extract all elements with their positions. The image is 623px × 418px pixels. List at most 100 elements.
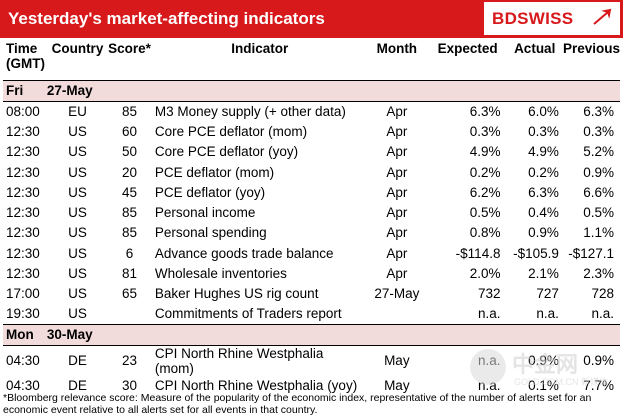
table-body: Fri 27-May 08:00 EU 85 M3 Money supply (+ oth… xyxy=(3,79,620,396)
cell-indicator: Core PCE deflator (mom) xyxy=(154,123,308,139)
cell-country: DE xyxy=(68,378,87,394)
cell-country: US xyxy=(68,184,87,200)
cell-expected: 0.3% xyxy=(469,123,501,139)
cell-month: Apr xyxy=(386,103,408,119)
table-row: 12:30 US 81 Wholesale inventories Apr 2.0% 2.1… xyxy=(3,263,620,283)
cell-score: 85 xyxy=(121,103,137,119)
cell-score: 81 xyxy=(121,266,137,282)
day-name: Fri xyxy=(3,79,47,102)
cell-indicator: Advance goods trade balance xyxy=(154,245,334,261)
cell-country: US xyxy=(68,225,87,241)
table-row: 12:30 US 50 Core PCE deflator (yoy) Apr 4.9% 4… xyxy=(3,142,620,162)
cell-time: 17:00 xyxy=(6,286,40,302)
cell-actual: 2.1% xyxy=(528,266,559,282)
cell-previous: 1.1% xyxy=(583,225,614,241)
cell-month: Apr xyxy=(386,144,408,160)
cell-score: 6 xyxy=(125,245,134,261)
cell-actual: -$105.9 xyxy=(513,245,559,261)
col-header-actual: Actual xyxy=(514,41,556,56)
cell-score: 23 xyxy=(121,353,137,369)
cell-indicator: Personal income xyxy=(154,205,256,221)
cell-previous: 6.3% xyxy=(583,103,614,119)
cell-score: 85 xyxy=(121,205,137,221)
title-bar: Yesterday's market-affecting indicators … xyxy=(0,0,623,38)
cell-country: DE xyxy=(68,353,87,369)
cell-expected: 4.9% xyxy=(469,144,501,160)
cell-actual: 0.2% xyxy=(528,164,559,180)
cell-previous: -$127.1 xyxy=(568,245,614,261)
cell-previous: 2.3% xyxy=(583,266,614,282)
cell-previous: 0.5% xyxy=(583,205,614,221)
cell-month: Apr xyxy=(386,123,408,139)
cell-score xyxy=(108,304,151,324)
cell-month xyxy=(365,304,429,324)
cell-actual: 0.4% xyxy=(528,205,559,221)
cell-indicator: PCE deflator (mom) xyxy=(154,164,275,180)
cell-month: Apr xyxy=(386,245,408,261)
cell-indicator: CPI North Rhine Westphalia (yoy) xyxy=(154,378,358,394)
table-row: 12:30 US 45 PCE deflator (yoy) Apr 6.2% 6.3% 6.… xyxy=(3,182,620,202)
cell-expected: -$114.8 xyxy=(455,245,501,261)
cell-month: Apr xyxy=(386,225,408,241)
cell-score: 20 xyxy=(121,164,137,180)
cell-score: 45 xyxy=(121,184,137,200)
cell-previous: 0.3% xyxy=(583,123,614,139)
cell-actual: 0.3% xyxy=(528,123,559,139)
cell-actual: 0.1% xyxy=(528,378,559,394)
watermark-text: 中金网 xyxy=(512,352,579,377)
cell-time: 12:30 xyxy=(6,225,40,241)
col-header-time: Time (GMT) xyxy=(6,41,45,71)
cell-actual: 0.9% xyxy=(528,353,559,369)
table-row: 12:30 US 85 Personal spending Apr 0.8% 0.9% 1.1… xyxy=(3,223,620,243)
cell-previous: 0.9% xyxy=(583,353,614,369)
cell-indicator: PCE deflator (yoy) xyxy=(154,184,266,200)
cell-expected: 6.2% xyxy=(469,184,501,200)
cell-month: 27-May xyxy=(374,286,420,302)
day-separator-row: Fri 27-May xyxy=(3,79,620,102)
cell-time: 12:30 xyxy=(6,184,40,200)
cell-country: US xyxy=(68,245,87,261)
table-row: 12:30 US 6 Advance goods trade balance Apr -$… xyxy=(3,243,620,263)
cell-expected: 6.3% xyxy=(469,103,501,119)
cell-indicator: M3 Money supply (+ other data) xyxy=(154,103,346,119)
cell-actual: 0.9% xyxy=(528,225,559,241)
brand-logo: BDSWISS xyxy=(484,2,620,35)
cell-country: US xyxy=(68,266,87,282)
cell-previous: 6.6% xyxy=(583,184,614,200)
cell-time: 12:30 xyxy=(6,205,40,221)
brand-logo-text: BDSWISS xyxy=(492,9,574,28)
cell-month: May xyxy=(384,353,410,369)
watermark-logo-icon xyxy=(470,349,506,385)
watermark: 中金网 GOLD.COM.CN 新媒体 xyxy=(470,345,620,395)
cell-previous: 5.2% xyxy=(583,144,614,160)
table-row: 08:00 EU 85 M3 Money supply (+ other data) A… xyxy=(3,101,620,121)
cell-previous: n.a. xyxy=(591,306,614,322)
table-header-row: Time (GMT) Country Score* Indicator Mont… xyxy=(3,38,620,80)
col-header-country: Country xyxy=(51,41,104,56)
day-date: 27-May xyxy=(46,79,620,102)
cell-previous: 728 xyxy=(591,286,614,302)
cell-time: 04:30 xyxy=(6,353,40,369)
cell-country: US xyxy=(68,286,87,302)
table-row: 19:30 US Commitments of Traders report n.a.… xyxy=(3,304,620,324)
footnote: *Bloomberg relevance score: Measure of t… xyxy=(3,392,592,416)
cell-actual: 6.3% xyxy=(528,184,559,200)
cell-country: EU xyxy=(68,103,87,119)
cell-score: 30 xyxy=(121,378,137,394)
cell-month: Apr xyxy=(386,205,408,221)
cell-expected: 0.5% xyxy=(469,205,501,221)
cell-expected: 2.0% xyxy=(469,266,501,282)
cell-country: US xyxy=(68,306,87,322)
watermark-subtext: GOLD.COM.CN 新媒体 xyxy=(514,377,609,387)
cell-actual: 6.0% xyxy=(528,103,559,119)
cell-country: US xyxy=(68,123,87,139)
cell-time: 12:30 xyxy=(6,164,40,180)
cell-indicator: Wholesale inventories xyxy=(154,266,287,282)
cell-month: Apr xyxy=(386,184,408,200)
cell-indicator: Personal spending xyxy=(154,225,267,241)
cell-actual: 4.9% xyxy=(528,144,559,160)
cell-time: 12:30 xyxy=(6,123,40,139)
brand-arrow-icon xyxy=(593,8,612,25)
col-header-expected: Expected xyxy=(437,41,498,56)
cell-time: 19:30 xyxy=(6,306,40,322)
